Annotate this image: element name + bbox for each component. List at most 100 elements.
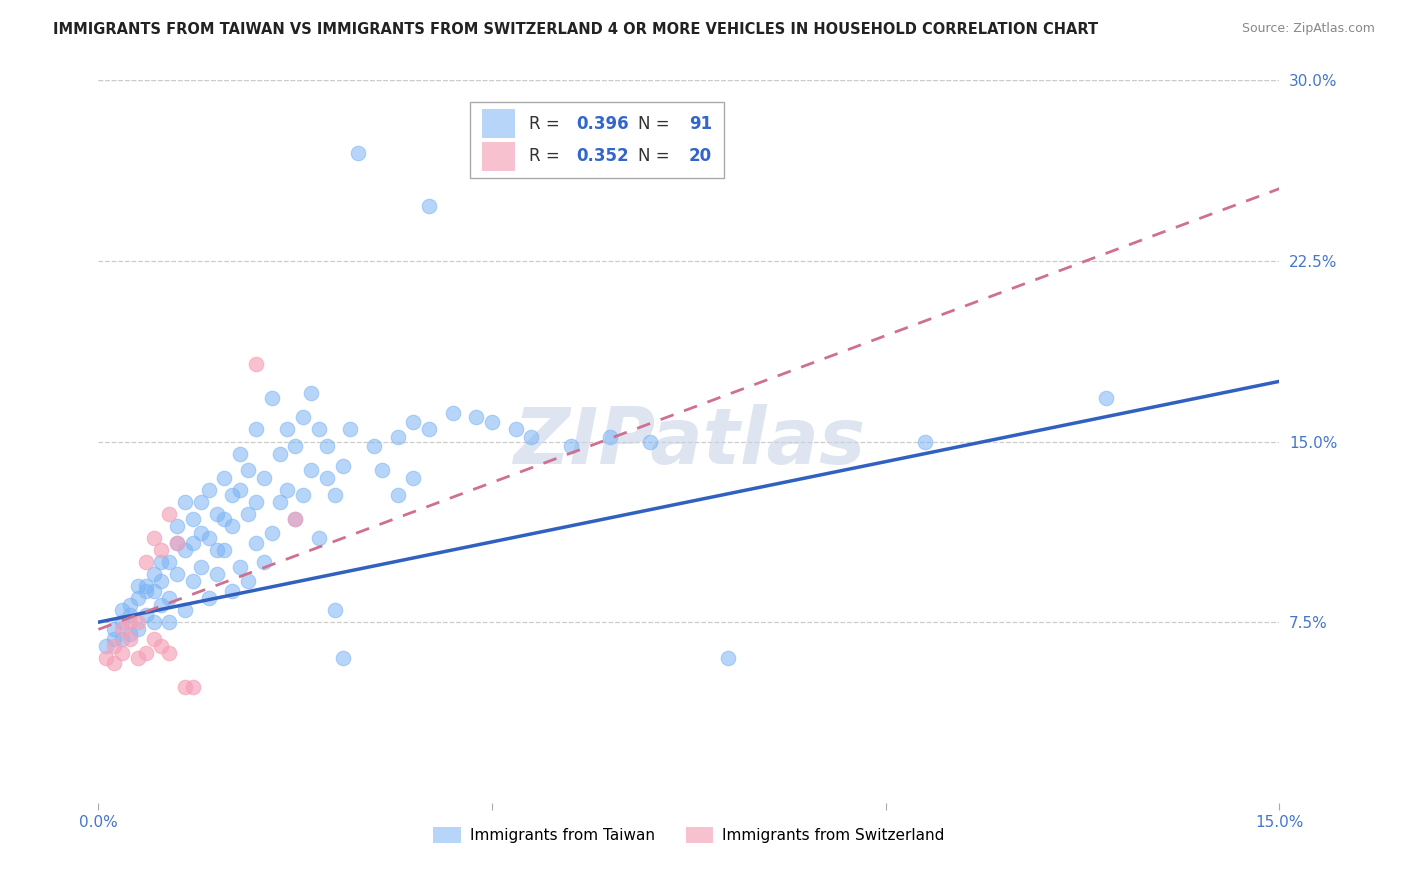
Point — [135, 555, 157, 569]
Point — [111, 603, 134, 617]
Point — [150, 542, 173, 557]
Point — [299, 463, 322, 477]
Point — [221, 518, 243, 533]
Point — [214, 511, 236, 525]
Point — [142, 567, 165, 582]
Point — [284, 511, 307, 525]
Point — [205, 542, 228, 557]
Point — [103, 656, 125, 670]
Legend: Immigrants from Taiwan, Immigrants from Switzerland: Immigrants from Taiwan, Immigrants from … — [427, 822, 950, 849]
FancyBboxPatch shape — [482, 109, 516, 138]
Point — [236, 507, 259, 521]
Text: N =: N = — [638, 147, 675, 165]
Point — [166, 535, 188, 549]
Point — [142, 531, 165, 545]
Point — [308, 422, 330, 436]
Point — [520, 430, 543, 444]
Point — [127, 623, 149, 637]
Point — [190, 494, 212, 508]
Point — [1095, 391, 1118, 405]
Point — [236, 463, 259, 477]
Text: Source: ZipAtlas.com: Source: ZipAtlas.com — [1241, 22, 1375, 36]
Point — [269, 446, 291, 460]
Point — [142, 583, 165, 598]
Point — [481, 415, 503, 429]
Point — [103, 632, 125, 646]
Point — [190, 559, 212, 574]
Point — [347, 145, 370, 160]
Point — [197, 483, 219, 497]
Point — [150, 555, 173, 569]
Point — [190, 526, 212, 541]
Point — [599, 430, 621, 444]
Point — [135, 579, 157, 593]
Point — [181, 535, 204, 549]
Point — [441, 406, 464, 420]
Point — [174, 603, 197, 617]
FancyBboxPatch shape — [471, 102, 724, 178]
Point — [181, 511, 204, 525]
Point — [111, 647, 134, 661]
Point — [96, 651, 118, 665]
Point — [111, 632, 134, 646]
Point — [387, 430, 409, 444]
Point — [181, 574, 204, 589]
Point — [135, 647, 157, 661]
Point — [292, 410, 315, 425]
Point — [418, 422, 440, 436]
Text: R =: R = — [530, 147, 565, 165]
Point — [253, 555, 276, 569]
Point — [323, 487, 346, 501]
Point — [205, 507, 228, 521]
Point — [103, 639, 125, 653]
Point — [150, 574, 173, 589]
Point — [323, 603, 346, 617]
Point — [197, 591, 219, 605]
Point — [371, 463, 394, 477]
Point — [157, 507, 180, 521]
Point — [96, 639, 118, 653]
Point — [276, 483, 298, 497]
Point — [197, 531, 219, 545]
Point — [245, 358, 267, 372]
Point — [157, 647, 180, 661]
Text: 0.352: 0.352 — [576, 147, 630, 165]
Point — [150, 599, 173, 613]
Point — [166, 567, 188, 582]
Point — [402, 470, 425, 484]
FancyBboxPatch shape — [482, 142, 516, 170]
Point — [236, 574, 259, 589]
Point — [276, 422, 298, 436]
Point — [717, 651, 740, 665]
Point — [560, 439, 582, 453]
Point — [332, 458, 354, 473]
Point — [315, 439, 337, 453]
Text: 0.396: 0.396 — [576, 115, 630, 133]
Text: 20: 20 — [689, 147, 711, 165]
Point — [181, 680, 204, 694]
Point — [205, 567, 228, 582]
Point — [157, 591, 180, 605]
Point — [118, 632, 141, 646]
Point — [914, 434, 936, 449]
Point — [638, 434, 661, 449]
Point — [308, 531, 330, 545]
Point — [284, 439, 307, 453]
Point — [135, 583, 157, 598]
Point — [174, 542, 197, 557]
Point — [363, 439, 385, 453]
Point — [332, 651, 354, 665]
Point — [142, 615, 165, 630]
Point — [465, 410, 488, 425]
Point — [260, 526, 283, 541]
Text: IMMIGRANTS FROM TAIWAN VS IMMIGRANTS FROM SWITZERLAND 4 OR MORE VEHICLES IN HOUS: IMMIGRANTS FROM TAIWAN VS IMMIGRANTS FRO… — [53, 22, 1098, 37]
Point — [221, 583, 243, 598]
Point — [418, 198, 440, 212]
Point — [174, 680, 197, 694]
Point — [127, 579, 149, 593]
Point — [103, 623, 125, 637]
Point — [299, 386, 322, 401]
Point — [118, 615, 141, 630]
Point — [142, 632, 165, 646]
Point — [269, 494, 291, 508]
